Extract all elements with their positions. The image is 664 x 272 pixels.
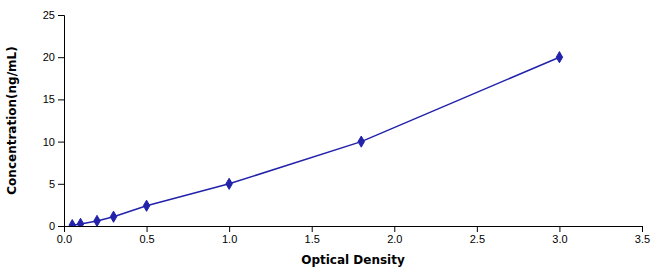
x-axis-tick-mark xyxy=(229,226,230,232)
x-axis-tick-mark xyxy=(394,226,395,232)
y-axis-tick-label: 20 xyxy=(43,51,55,63)
x-axis-tick-mark xyxy=(559,226,560,232)
y-axis-tick-label: 15 xyxy=(43,93,55,105)
plot: 0.0 0.5 1.0 1.5 2.0 2.5 3.0 3.5 0 5 10 15 20 25 xyxy=(43,9,650,245)
point xyxy=(94,215,100,226)
x-axis-title: Optical Density xyxy=(301,253,405,267)
y-axis-tick-mark xyxy=(58,99,64,100)
point xyxy=(77,218,83,226)
x-axis: 0.0 0.5 1.0 1.5 2.0 2.5 3.0 3.5 xyxy=(57,226,650,245)
x-axis-tick-label: 3.0 xyxy=(552,233,567,245)
y-axis-tick: 5 xyxy=(49,178,64,190)
point xyxy=(358,136,364,147)
y-axis-tick-mark xyxy=(58,57,64,58)
x-axis-tick-mark xyxy=(312,226,313,232)
point xyxy=(143,200,149,211)
x-axis-tick-label: 2.0 xyxy=(387,233,402,245)
point xyxy=(226,178,232,189)
y-axis-tick: 20 xyxy=(43,51,64,63)
x-axis-tick-mark xyxy=(477,226,478,232)
y-axis-line xyxy=(58,16,65,227)
x-axis-tick: 0.0 xyxy=(57,226,72,245)
y-axis-tick-label: 25 xyxy=(43,9,55,21)
y-axis-tick-mark xyxy=(58,226,64,227)
y-axis-tick: 15 xyxy=(43,93,64,105)
x-axis-line xyxy=(65,227,643,233)
marks xyxy=(69,52,563,226)
y-axis-tick-mark xyxy=(58,184,64,185)
y-axis-tick-mark xyxy=(58,15,64,16)
x-axis-tick: 3.0 xyxy=(552,226,567,245)
x-axis-tick: 2.5 xyxy=(470,226,485,245)
y-axis-tick: 0 xyxy=(49,220,64,232)
x-axis-tick-mark xyxy=(642,226,643,232)
point xyxy=(556,52,562,63)
y-axis: 0 5 10 15 20 25 xyxy=(43,9,65,232)
x-axis-tick-label: 0.0 xyxy=(57,233,72,245)
y-axis-tick-mark xyxy=(58,142,64,143)
x-axis-tick-label: 1.0 xyxy=(222,233,237,245)
y-axis-tick: 10 xyxy=(43,136,64,148)
y-axis-tick: 25 xyxy=(43,9,64,21)
y-axis-tick-label: 0 xyxy=(49,220,55,232)
x-axis-tick-label: 0.5 xyxy=(139,233,154,245)
x-axis-tick-label: 3.5 xyxy=(635,233,650,245)
x-axis-tick: 2.0 xyxy=(387,226,402,245)
y-axis-tick-label: 10 xyxy=(43,136,55,148)
x-axis-tick: 1.5 xyxy=(305,226,320,245)
point xyxy=(110,211,116,222)
x-axis-tick-label: 1.5 xyxy=(305,233,320,245)
chart: 0.0 0.5 1.0 1.5 2.0 2.5 3.0 3.5 0 5 10 15 20 25 Optica… xyxy=(0,0,664,272)
x-axis-tick-label: 2.5 xyxy=(470,233,485,245)
x-axis-tick: 3.5 xyxy=(635,226,650,245)
y-axis-tick-label: 5 xyxy=(49,178,55,190)
line xyxy=(72,57,559,225)
x-axis-tick: 0.5 xyxy=(139,226,154,245)
x-axis-tick-mark xyxy=(147,226,148,232)
point xyxy=(69,220,75,226)
y-axis-title: Concentration(ng/mL) xyxy=(5,46,19,194)
x-axis-tick: 1.0 xyxy=(222,226,237,245)
